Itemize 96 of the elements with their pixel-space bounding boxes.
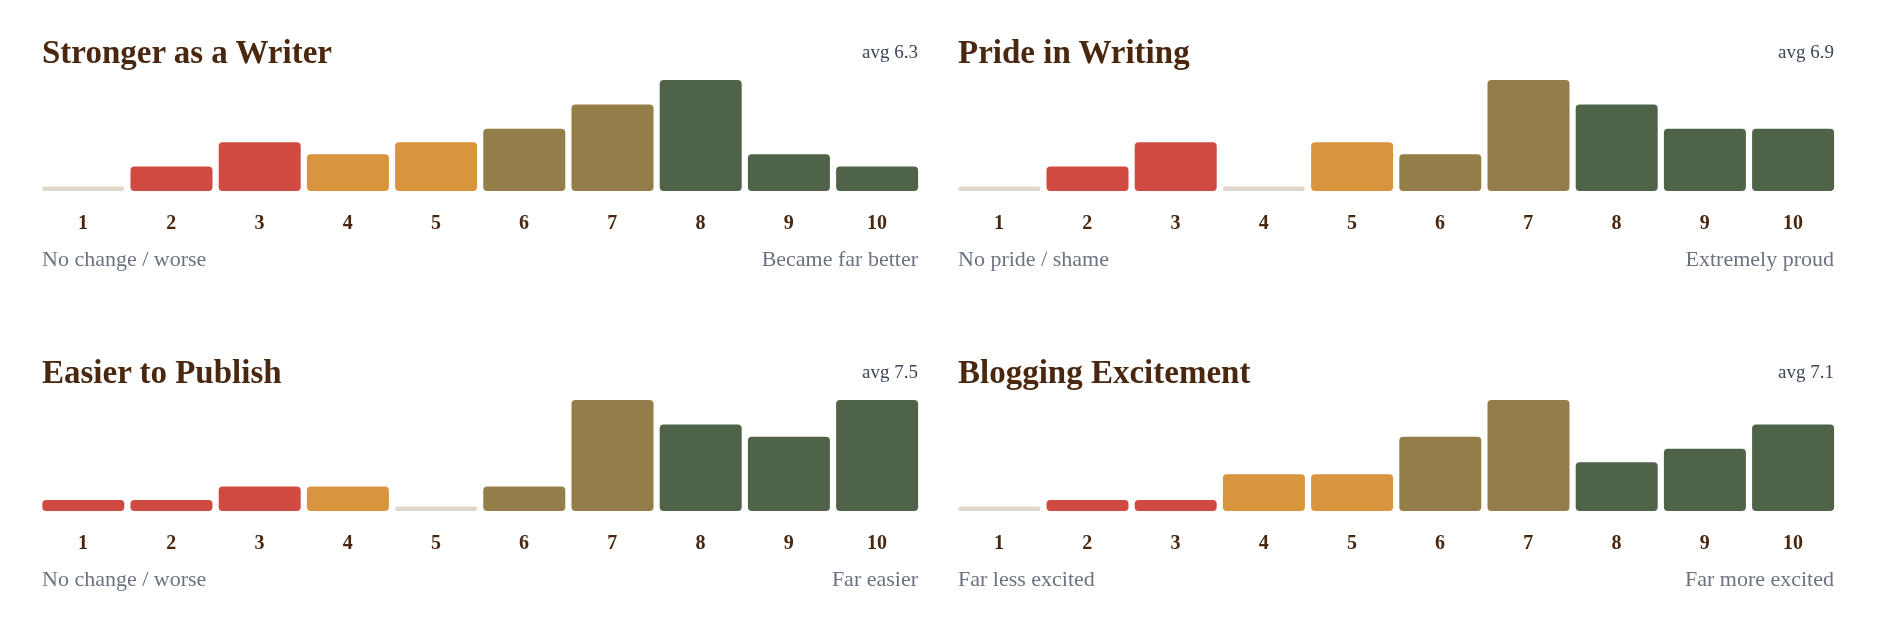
bar	[1487, 80, 1570, 191]
bar	[958, 506, 1041, 511]
x-tick-label: 6	[519, 531, 530, 554]
bar	[1222, 186, 1305, 191]
bar	[571, 104, 654, 191]
text: No change / worse	[42, 566, 207, 591]
bar	[306, 486, 389, 511]
chart-subtitle: avg 6.9	[1778, 40, 1834, 64]
bar	[483, 486, 566, 511]
x-tick-label: 7	[1523, 531, 1534, 554]
bar	[395, 142, 478, 191]
x-tick-label: 10	[866, 531, 887, 554]
bar	[659, 424, 742, 511]
x-tick-label: 2	[166, 211, 177, 234]
x-tick-label: 9	[1699, 211, 1710, 234]
bar	[1222, 474, 1305, 511]
bar	[836, 166, 919, 191]
x-tick-label: 5	[430, 531, 441, 554]
bar	[1575, 104, 1658, 191]
bar	[306, 154, 389, 191]
x-tick-label: 2	[1082, 211, 1093, 234]
x-tick-label: 4	[342, 531, 353, 554]
x-tick-label: 9	[1699, 531, 1710, 554]
x-tick-label: 7	[1523, 211, 1534, 234]
chart-subtitle: avg 7.1	[1778, 360, 1834, 384]
x-tick-label: 3	[1170, 211, 1181, 234]
chart-subtitle: avg 6.3	[862, 40, 918, 64]
bar	[1399, 436, 1482, 511]
bar	[1311, 142, 1394, 191]
x-tick-label: 5	[430, 211, 441, 234]
x-tick-label: 1	[78, 211, 89, 234]
x-tick-label: 2	[166, 531, 177, 554]
bar	[571, 400, 654, 511]
x-tick-label: 8	[695, 531, 706, 554]
x-tick-label: 1	[994, 211, 1005, 234]
bar	[1487, 400, 1570, 511]
bar	[1046, 499, 1129, 511]
bar	[395, 506, 478, 511]
x-tick-label: 6	[519, 211, 530, 234]
x-tick-label: 9	[783, 531, 794, 554]
bar	[42, 499, 125, 511]
text: No pride / shame	[958, 246, 1109, 271]
text: Became far better	[761, 246, 918, 271]
x-tick-label: 7	[607, 531, 618, 554]
x-tick-label: 3	[1170, 531, 1181, 554]
chart-subtitle: avg 7.5	[862, 360, 918, 384]
text: Far more excited	[1684, 566, 1834, 591]
bar	[659, 80, 742, 191]
text: Extremely proud	[1685, 246, 1834, 271]
bar	[1575, 462, 1658, 511]
x-tick-label: 8	[1611, 211, 1622, 234]
x-tick-label: 4	[1258, 211, 1269, 234]
bar	[1046, 166, 1129, 191]
bar	[1663, 128, 1746, 191]
text: Far easier	[831, 566, 918, 591]
bar	[836, 400, 919, 511]
x-tick-label: 10	[1782, 211, 1803, 234]
bar	[1663, 448, 1746, 511]
bar	[1311, 474, 1394, 511]
x-tick-label: 1	[78, 531, 89, 554]
bar	[1134, 499, 1217, 511]
x-tick-label: 2	[1082, 531, 1093, 554]
text: Far less excited	[958, 566, 1095, 591]
bar	[130, 166, 213, 191]
x-tick-label: 3	[254, 531, 265, 554]
x-tick-label: 1	[994, 531, 1005, 554]
x-tick-label: 4	[342, 211, 353, 234]
bar	[218, 142, 301, 191]
bar	[1752, 424, 1835, 511]
x-tick-label: 7	[607, 211, 618, 234]
x-tick-label: 10	[1782, 531, 1803, 554]
bar	[747, 436, 830, 511]
bar	[130, 499, 213, 511]
chart-title: Pride in Writing	[958, 33, 1190, 72]
bar	[958, 186, 1041, 191]
x-tick-label: 5	[1346, 211, 1357, 234]
x-tick-label: 9	[783, 211, 794, 234]
bar	[747, 154, 830, 191]
text: No change / worse	[42, 246, 207, 271]
x-tick-label: 3	[254, 211, 265, 234]
x-tick-label: 6	[1435, 531, 1446, 554]
x-tick-label: 10	[866, 211, 887, 234]
bar	[42, 186, 125, 191]
chart-title: Easier to Publish	[42, 353, 282, 392]
bar	[1134, 142, 1217, 191]
x-tick-label: 8	[1611, 531, 1622, 554]
chart-title: Blogging Excitement	[958, 353, 1251, 392]
bar	[1752, 128, 1835, 191]
bar	[483, 128, 566, 191]
x-tick-label: 6	[1435, 211, 1446, 234]
bar	[1399, 154, 1482, 191]
x-tick-label: 4	[1258, 531, 1269, 554]
chart-title: Stronger as a Writer	[42, 33, 332, 72]
x-tick-label: 8	[695, 211, 706, 234]
x-tick-label: 5	[1346, 531, 1357, 554]
bar	[218, 486, 301, 511]
